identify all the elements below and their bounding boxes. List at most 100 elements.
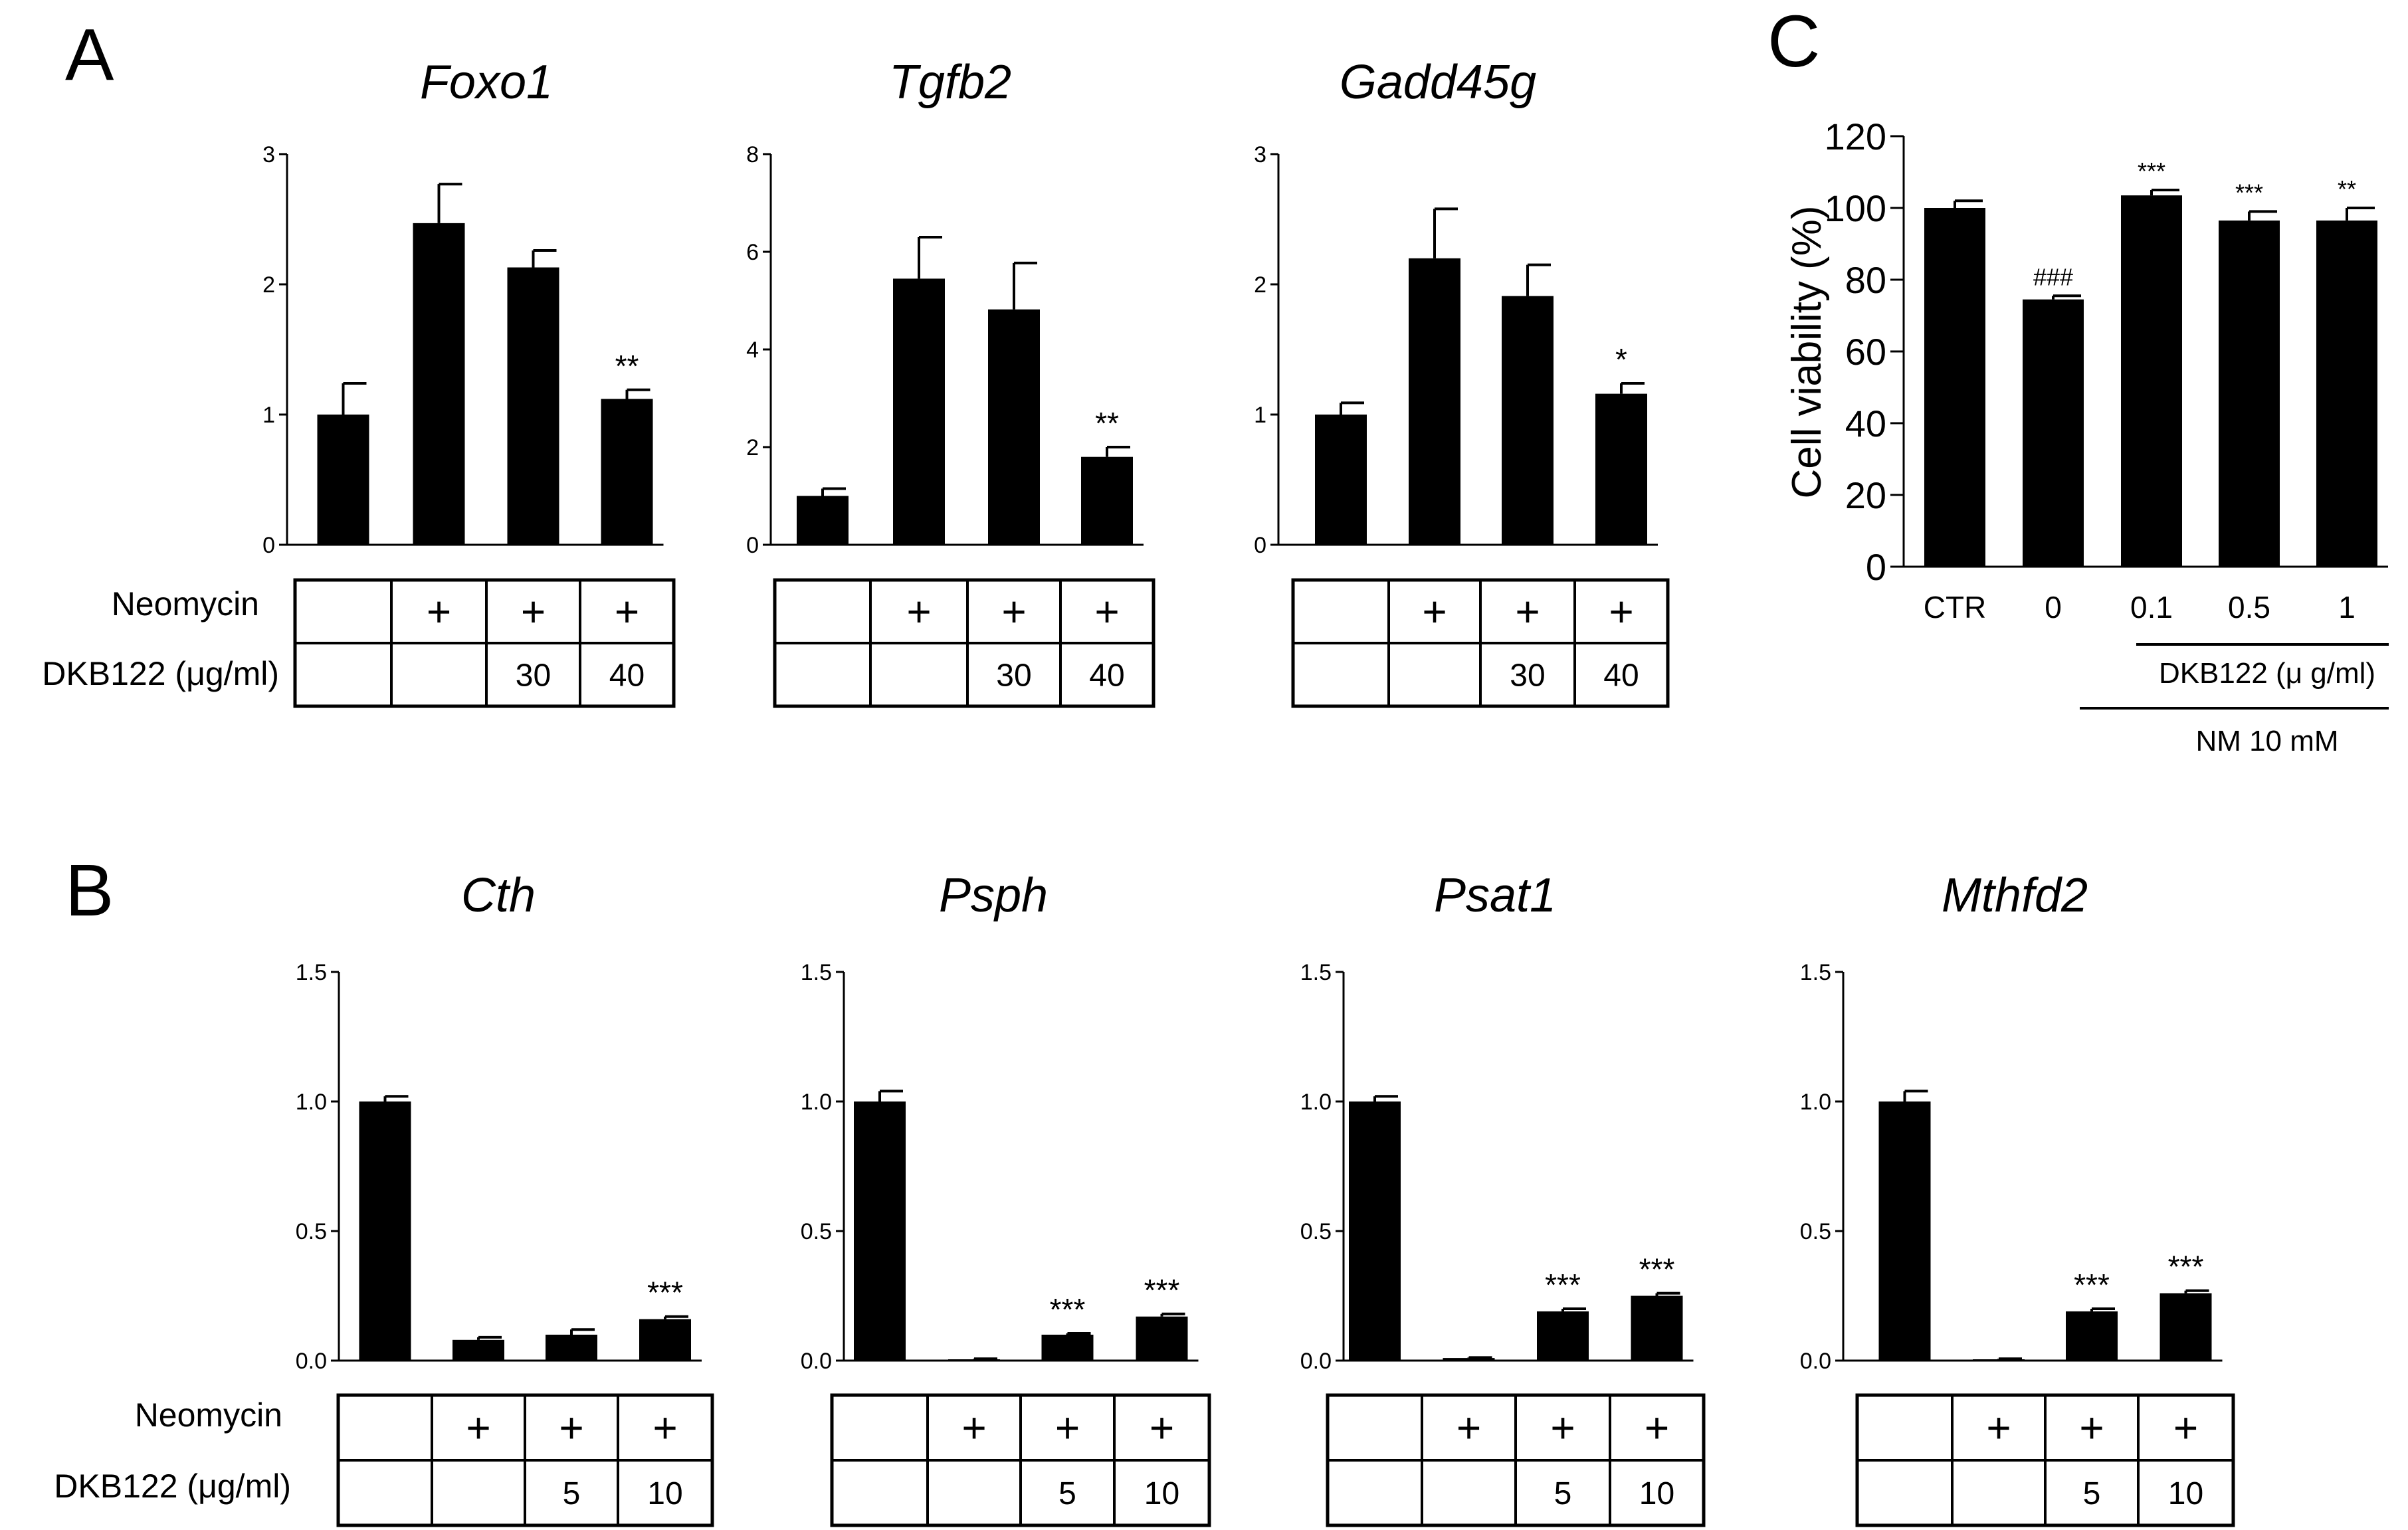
foxo1-neomycin-cell-1: +	[427, 588, 451, 636]
foxo1-bar-2	[507, 267, 559, 545]
foxo1-y-tick-label: 3	[262, 142, 275, 167]
cth-y-tick-label: 1.5	[296, 960, 327, 985]
psat1-dkb-cell-3: 10	[1639, 1476, 1674, 1511]
psat1-y-tick-label: 0.0	[1300, 1349, 1332, 1374]
viability-x-label-1: 0	[2045, 590, 2062, 624]
tgfb2-dkb-cell-3: 40	[1089, 658, 1124, 694]
cth-y-tick-label: 0.5	[296, 1219, 327, 1244]
tgfb2-dkb-cell-2: 30	[996, 658, 1031, 694]
psph-bar-0	[854, 1101, 906, 1361]
viability-x-label-4: 1	[2338, 590, 2356, 624]
foxo1-y-tick-label: 2	[262, 272, 275, 298]
gadd45g-y-tick-label: 1	[1254, 403, 1266, 428]
cth-title: Cth	[461, 869, 536, 922]
psph-neomycin-cell-2: +	[1055, 1404, 1080, 1452]
gadd45g-dkb-cell-3: 40	[1603, 658, 1639, 694]
viability-y-tick-label: 80	[1845, 259, 1886, 301]
viability-bar-3	[2219, 220, 2280, 567]
foxo1-neomycin-cell-2: +	[521, 588, 546, 636]
psph-y-tick-label: 1.0	[801, 1090, 832, 1115]
viability-bar-4	[2316, 220, 2377, 567]
psph-y-tick-label: 1.5	[801, 960, 832, 985]
viability-y-tick-label: 100	[1825, 187, 1886, 229]
psat1-significance-2: ***	[1545, 1268, 1581, 1302]
gadd45g-neomycin-cell-2: +	[1515, 588, 1540, 636]
psph-neomycin-cell-3: +	[1150, 1404, 1174, 1452]
foxo1-bar-0	[317, 415, 369, 545]
foxo1-neomycin-cell-3: +	[615, 588, 639, 636]
mthfd2-significance-3: ***	[2168, 1250, 2204, 1284]
gadd45g-dkb-cell-2: 30	[1510, 658, 1545, 694]
viability-y-tick-label: 40	[1845, 403, 1886, 444]
cth-neomycin-cell-3: +	[652, 1404, 677, 1452]
psph-bar-3	[1136, 1316, 1188, 1361]
gadd45g-y-tick-label: 0	[1254, 533, 1266, 558]
viability-significance-2: ***	[2138, 157, 2165, 185]
mthfd2-y-tick-label: 0.5	[1800, 1219, 1831, 1244]
gadd45g-neomycin-cell-1: +	[1422, 588, 1447, 636]
gadd45g-bar-2	[1502, 296, 1554, 545]
cth-dkb-cell-3: 10	[647, 1476, 682, 1511]
psat1-bar-0	[1349, 1101, 1401, 1361]
gadd45g-bar-1	[1409, 258, 1460, 545]
tgfb2-bar-1	[893, 278, 945, 545]
gadd45g-neomycin-cell-3: +	[1609, 588, 1633, 636]
psat1-dkb-cell-2: 5	[1554, 1476, 1572, 1511]
cth-bar-0	[359, 1101, 411, 1361]
tgfb2-bar-2	[988, 309, 1040, 545]
psph-title: Psph	[939, 869, 1048, 922]
mthfd2-bar-3	[2159, 1293, 2212, 1361]
viability-y-tick-label: 60	[1845, 331, 1886, 373]
cth-bar-1	[452, 1339, 504, 1361]
cth-bar-2	[546, 1335, 597, 1361]
mthfd2-y-tick-label: 0.0	[1800, 1349, 1831, 1374]
row-label-neomycin-a: Neomycin	[112, 585, 259, 622]
psat1-y-tick-label: 0.5	[1300, 1219, 1332, 1244]
foxo1-title: Foxo1	[420, 56, 553, 109]
mthfd2-significance-2: ***	[2074, 1268, 2110, 1302]
group-label-nm: NM 10 mM	[2195, 725, 2338, 757]
psph-y-tick-label: 0.5	[801, 1219, 832, 1244]
viability-bar-2	[2121, 195, 2182, 567]
viability-bar-1	[2023, 299, 2084, 567]
mthfd2-title: Mthfd2	[1942, 869, 2088, 922]
tgfb2-title: Tgfb2	[889, 56, 1011, 109]
group-label-dkb122: DKB122 (μ g/ml)	[2159, 657, 2375, 690]
psat1-neomycin-cell-3: +	[1645, 1404, 1669, 1452]
mthfd2-neomycin-cell-1: +	[1986, 1404, 2011, 1452]
viability-bar-0	[1924, 208, 1985, 567]
foxo1-dkb-cell-2: 30	[516, 658, 551, 694]
foxo1-y-tick-label: 1	[262, 403, 275, 428]
viability-y-label: Cell viability (%)	[1784, 206, 1830, 499]
foxo1-y-tick-label: 0	[262, 533, 275, 558]
psat1-y-tick-label: 1.5	[1300, 960, 1332, 985]
tgfb2-bar-0	[797, 496, 849, 545]
gadd45g-y-tick-label: 3	[1254, 142, 1266, 167]
viability-y-tick-label: 0	[1866, 546, 1886, 588]
psat1-bar-1	[1443, 1358, 1495, 1361]
psph-dkb-cell-3: 10	[1144, 1476, 1179, 1511]
gadd45g-bar-0	[1315, 415, 1367, 545]
psat1-bar-2	[1537, 1311, 1589, 1361]
psph-y-tick-label: 0.0	[801, 1349, 832, 1374]
mthfd2-neomycin-cell-2: +	[2079, 1404, 2104, 1452]
gadd45g-y-tick-label: 2	[1254, 272, 1266, 298]
row-label-dkb122-a: DKB122 (μg/ml)	[42, 655, 279, 692]
viability-y-tick-label: 120	[1825, 116, 1886, 157]
viability-y-tick-label: 20	[1845, 474, 1886, 516]
viability-x-label-3: 0.5	[2228, 590, 2270, 624]
tgfb2-y-tick-label: 6	[746, 240, 759, 265]
tgfb2-y-tick-label: 4	[746, 337, 759, 363]
mthfd2-y-tick-label: 1.0	[1800, 1090, 1831, 1115]
tgfb2-y-tick-label: 2	[746, 435, 759, 460]
panel-label-b: B	[65, 850, 114, 931]
viability-x-label-2: 0.1	[2130, 590, 2173, 624]
cth-neomycin-cell-2: +	[559, 1404, 583, 1452]
gadd45g-significance-3: *	[1615, 342, 1627, 377]
cth-y-tick-label: 0.0	[296, 1349, 327, 1374]
cth-bar-3	[639, 1319, 691, 1361]
psph-bar-2	[1041, 1335, 1094, 1361]
psph-significance-2: ***	[1050, 1292, 1086, 1327]
tgfb2-significance-3: **	[1095, 406, 1119, 440]
